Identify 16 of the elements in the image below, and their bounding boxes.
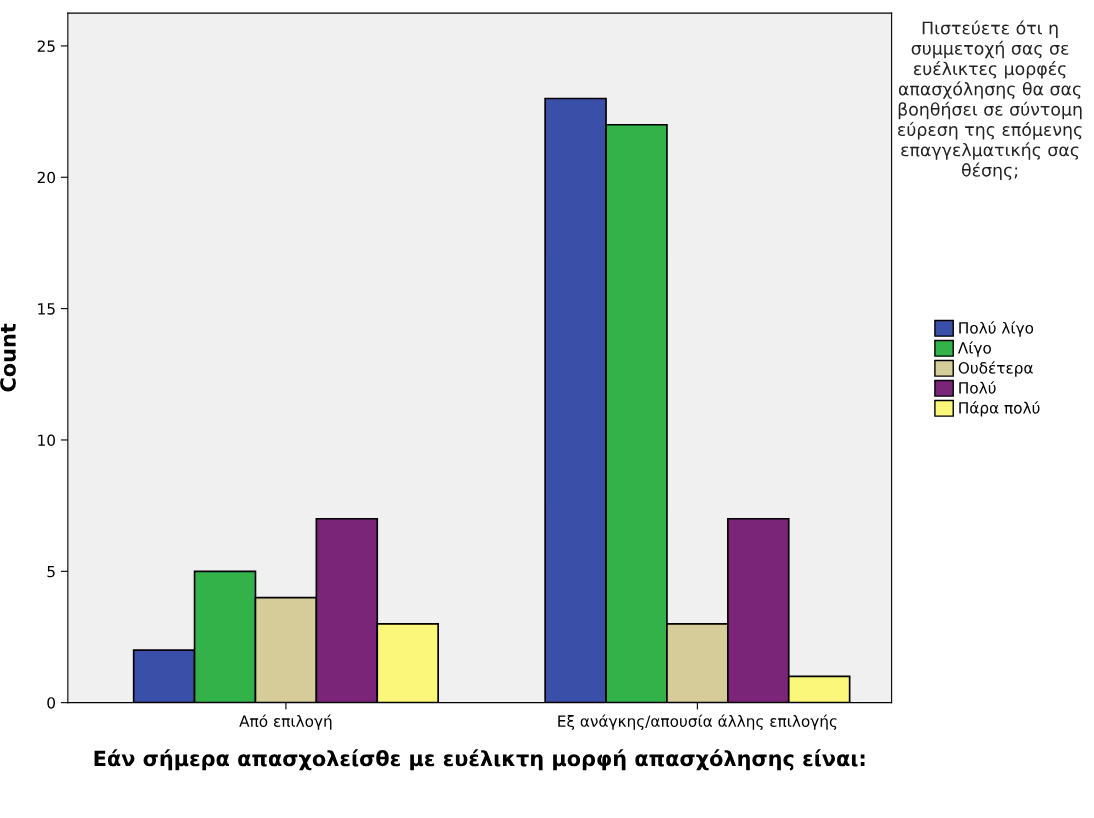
legend-label: Λίγο: [957, 341, 991, 357]
legend-title: Πιστεύετε ότι η συμμετοχή σας σε ευέλικτες μορφές απασχόλησης θα σας βοηθήσει σε σύντομη εύρεση της επόμενης επαγγελματικής σας θέσης;: [898, 20, 1082, 181]
y-tick-label: 10: [38, 434, 56, 446]
legend-label: Πάρα πολύ: [959, 401, 1040, 417]
legend-label: Πολύ: [959, 381, 996, 394]
y-tick-label: 15: [38, 303, 55, 315]
x-axis-title: Εάν σήμερα απασχολείσθε με ευέλικτη μορφή απασχόλησης είναι:: [94, 749, 865, 771]
legend-label: Πολύ λίγο: [959, 321, 1034, 337]
y-tick-label: 20: [37, 171, 56, 184]
y-tick-label: 0: [47, 697, 56, 709]
x-tick-label: Από επιλογή: [239, 714, 332, 730]
y-tick-label: 5: [47, 565, 55, 578]
y-tick-label: 25: [37, 40, 55, 52]
y-axis-title: Count: [0, 323, 16, 392]
x-tick-label: Εξ ανάγκης/απουσία άλλης επιλογής: [558, 714, 837, 730]
legend-label: Ουδέτερα: [958, 361, 1033, 377]
